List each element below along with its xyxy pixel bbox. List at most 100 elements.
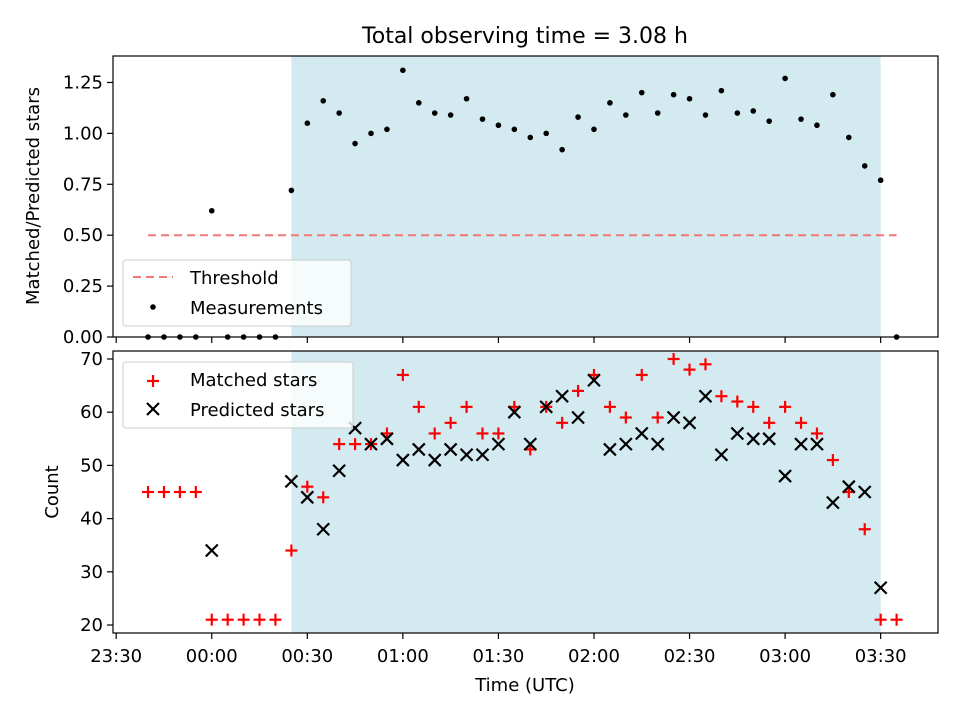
matched-star-marker — [221, 613, 234, 626]
matched-star-marker — [349, 438, 362, 451]
matched-star-markers — [142, 352, 903, 626]
measurement-point — [479, 116, 486, 122]
matched-star-marker — [301, 480, 314, 493]
measurement-point — [368, 130, 374, 137]
predicted-star-marker — [300, 490, 315, 505]
measurement-point — [814, 122, 820, 129]
x-axis-label: Time (UTC) — [474, 675, 575, 696]
matched-star-marker — [173, 486, 186, 498]
measurement-point — [766, 118, 772, 124]
matched-star-marker — [556, 416, 569, 429]
predicted-star-marker — [459, 447, 474, 462]
predicted-star-marker — [857, 485, 872, 499]
predicted-star-marker — [634, 426, 649, 441]
measurement-point — [782, 75, 788, 82]
matched-star-marker — [651, 411, 664, 424]
measurement-point — [320, 97, 327, 104]
matched-star-marker — [444, 416, 457, 429]
bottom-legend-box — [122, 361, 354, 429]
predicted-star-marker — [523, 437, 538, 451]
x-tick-label: 02:30 — [664, 646, 716, 667]
predicted-star-marker — [778, 469, 792, 483]
predicted-star-marker — [507, 405, 522, 419]
predicted-star-marker — [571, 410, 585, 425]
bottom-y-tick-label: 20 — [80, 615, 103, 636]
top-y-tick-label: 0.00 — [63, 327, 103, 348]
matched-star-marker — [428, 427, 441, 440]
matched-star-marker — [667, 352, 680, 365]
measurement-point — [846, 134, 852, 141]
x-tick-label: 03:30 — [855, 646, 907, 667]
top-y-tick-label: 0.25 — [63, 276, 103, 297]
measurement-point — [686, 95, 693, 102]
measurement-point — [591, 126, 597, 133]
measurement-point — [431, 110, 438, 116]
matched-star-marker — [269, 613, 282, 626]
bottom-panel: 20 30 40 50 60 70 23:30 00:00 00:30 01:00 01:30 02… — [42, 349, 939, 696]
top-y-ticks: 0.00 0.25 0.50 0.75 1.00 1.25 — [63, 72, 113, 348]
measurement-point — [734, 110, 741, 116]
matched-star-marker — [603, 400, 616, 413]
matched-star-marker — [715, 390, 728, 403]
x-tick-label: 01:30 — [472, 646, 524, 667]
measurement-point — [607, 100, 613, 106]
matched-star-marker — [189, 486, 202, 498]
matched-star-marker — [747, 400, 760, 413]
bottom-legend: Matched stars Predicted stars — [122, 361, 354, 429]
x-tick-label: 23:30 — [90, 646, 142, 667]
predicted-star-marker — [650, 437, 665, 451]
predicted-star-marker — [555, 389, 569, 404]
top-axes-frame — [112, 55, 939, 338]
legend-measurement-swatch — [150, 304, 156, 310]
matched-star-marker — [699, 358, 712, 371]
measurement-point — [400, 67, 406, 74]
bottom-y-tick-label: 30 — [80, 562, 103, 583]
top-y-tick-label: 0.75 — [63, 174, 103, 195]
predicted-star-marker — [873, 580, 888, 595]
predicted-star-marker — [714, 447, 729, 462]
measurement-point — [415, 100, 422, 106]
predicted-star-marker — [842, 479, 856, 494]
predicted-star-marker — [826, 495, 840, 510]
matched-star-marker — [619, 411, 632, 424]
matched-star-marker — [731, 395, 744, 408]
measurement-point — [877, 177, 884, 184]
top-y-tick-label: 1.25 — [63, 72, 103, 93]
bottom-y-tick-label: 70 — [80, 349, 103, 370]
measurement-point — [670, 91, 677, 98]
predicted-star-marker — [762, 432, 776, 446]
measurement-points — [145, 67, 900, 340]
measurement-point — [336, 110, 342, 116]
legend-predicted-swatch — [146, 402, 160, 416]
matched-star-marker — [253, 613, 266, 626]
top-legend: Threshold Measurements — [122, 259, 352, 327]
legend-predicted-label: Predicted stars — [190, 400, 324, 421]
matched-star-marker — [810, 427, 823, 440]
legend-threshold-label: Threshold — [189, 268, 279, 289]
predicted-star-marker — [730, 426, 745, 441]
measurement-point — [304, 120, 311, 126]
matched-star-marker — [779, 400, 792, 413]
measurement-point — [798, 116, 804, 122]
measurement-point — [463, 95, 470, 102]
measurement-point — [575, 114, 581, 120]
x-tick-label: 02:00 — [568, 646, 620, 667]
measurement-point — [638, 89, 645, 96]
top-y-tick-label: 0.50 — [63, 225, 103, 246]
bottom-axes-frame — [112, 350, 939, 634]
predicted-star-marker — [587, 373, 601, 388]
predicted-star-marker — [364, 437, 378, 451]
matched-star-marker — [285, 544, 298, 557]
measurement-point — [384, 126, 390, 133]
predicted-star-marker — [412, 442, 426, 457]
measurement-point — [623, 112, 629, 118]
x-tick-label: 03:00 — [759, 646, 811, 667]
measurement-point — [527, 134, 534, 141]
predicted-star-marker — [491, 437, 506, 451]
matched-star-marker — [333, 438, 346, 451]
measurement-point — [288, 187, 295, 194]
predicted-star-marker — [396, 453, 410, 467]
matched-star-marker — [412, 400, 425, 413]
predicted-star-marker — [794, 437, 808, 451]
x-tick-label: 00:00 — [186, 646, 238, 667]
